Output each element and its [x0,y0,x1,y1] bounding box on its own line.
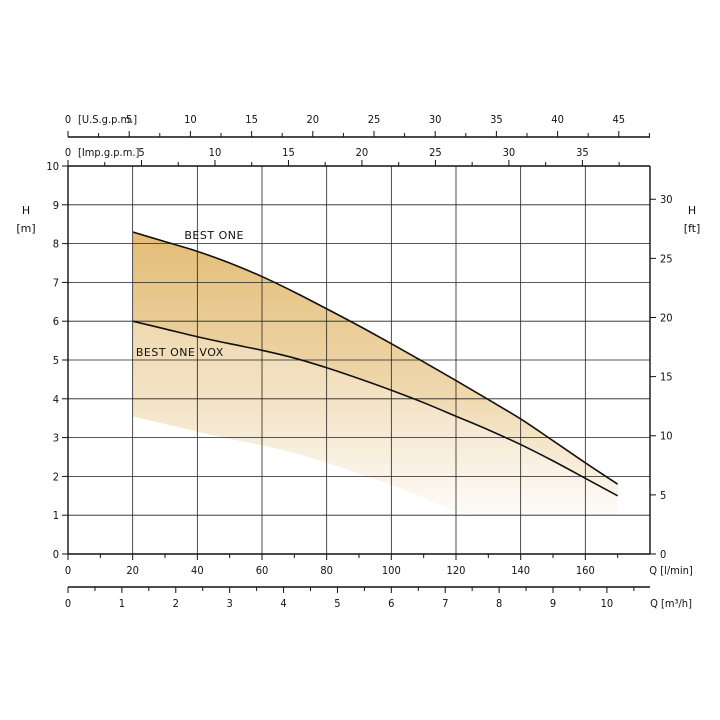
usgpm-tick-label: 35 [490,113,503,126]
q-lmin-tick-label: 60 [256,564,269,577]
performance-band [132,231,618,496]
usgpm-tick-label: 5 [126,113,132,126]
h-m-tick-label: 7 [53,276,59,289]
series-label-best-one-vox: BEST ONE VOX [136,346,224,359]
q-lmin-tick-label: 100 [382,564,401,577]
series-label-best-one: BEST ONE [184,229,244,242]
curve-layer [132,231,619,497]
impgpm-tick-label: 20 [356,146,369,159]
h-ft-tick-label: 25 [660,252,673,265]
q-m3h-tick-label: 1 [119,597,125,610]
q-lmin-tick-label: 0 [65,564,71,577]
usgpm-tick-label: 15 [245,113,258,126]
q-lmin-tick-label: 80 [320,564,333,577]
label-layer: BEST ONE BEST ONE VOX H [m] H [ft] Q [l/min] Q … [16,113,700,610]
impgpm-tick-label: 30 [503,146,516,159]
usgpm-axis-label: [U.S.g.p.m.] [78,113,137,126]
h-ft-axis-unit: [ft] [684,222,701,235]
h-m-tick-label: 8 [53,238,59,251]
h-m-tick-label: 5 [53,354,59,367]
usgpm-tick-label: 40 [551,113,564,126]
h-m-tick-label: 4 [53,393,59,406]
q-lmin-tick-label: 160 [576,564,595,577]
h-ft-tick-label: 15 [660,371,673,384]
q-m3h-tick-label: 0 [65,597,71,610]
h-ft-tick-label: 30 [660,193,673,206]
h-m-axis-title: H [22,204,30,217]
q-lmin-tick-label: 140 [511,564,530,577]
q-m3h-tick-label: 7 [442,597,448,610]
h-m-tick-label: 1 [53,509,59,522]
q-m3h-tick-label: 6 [388,597,394,610]
impgpm-tick-label: 35 [576,146,589,159]
q-lmin-tick-label: 120 [447,564,466,577]
h-m-tick-label: 6 [53,315,59,328]
impgpm-tick-label: 15 [282,146,295,159]
h-m-tick-label: 9 [53,199,59,212]
q-m3h-tick-label: 5 [334,597,340,610]
impgpm-tick-label: 10 [209,146,222,159]
h-ft-tick-label: 10 [660,430,673,443]
q-m3h-tick-label: 10 [601,597,614,610]
series-line-best-one-vox [132,320,619,497]
impgpm-tick-label: 25 [429,146,442,159]
series-line-best-one [132,231,619,485]
q-m3h-tick-label: 3 [227,597,233,610]
usgpm-tick-label: 0 [65,113,71,126]
h-ft-tick-label: 5 [660,489,666,502]
q-m3h-tick-label: 8 [496,597,502,610]
impgpm-tick-label: 5 [138,146,144,159]
impgpm-tick-label: 0 [65,146,71,159]
h-m-tick-label: 10 [46,160,59,173]
shade-layer [132,231,618,517]
h-ft-tick-label: 20 [660,311,673,324]
q-m3h-tick-label: 2 [173,597,179,610]
q-m3h-axis-label: Q [m³/h] [650,597,692,610]
q-lmin-tick-label: 20 [126,564,139,577]
h-m-tick-label: 0 [53,548,59,561]
h-m-axis-unit: [m] [16,222,35,235]
impgpm-axis-label: [Imp.g.p.m.] [78,146,139,159]
fade-shade [132,321,618,517]
h-ft-tick-label: 0 [660,548,666,561]
q-lmin-axis-label: Q [l/min] [649,564,693,577]
h-m-tick-label: 2 [53,470,59,483]
q-m3h-tick-label: 4 [280,597,286,610]
usgpm-tick-label: 20 [306,113,319,126]
usgpm-tick-label: 30 [429,113,442,126]
q-lmin-tick-label: 40 [191,564,204,577]
usgpm-tick-label: 10 [184,113,197,126]
q-m3h-tick-label: 9 [550,597,556,610]
usgpm-tick-label: 45 [612,113,625,126]
h-ft-axis-title: H [688,204,696,217]
h-m-tick-label: 3 [53,432,59,445]
usgpm-tick-label: 25 [368,113,381,126]
